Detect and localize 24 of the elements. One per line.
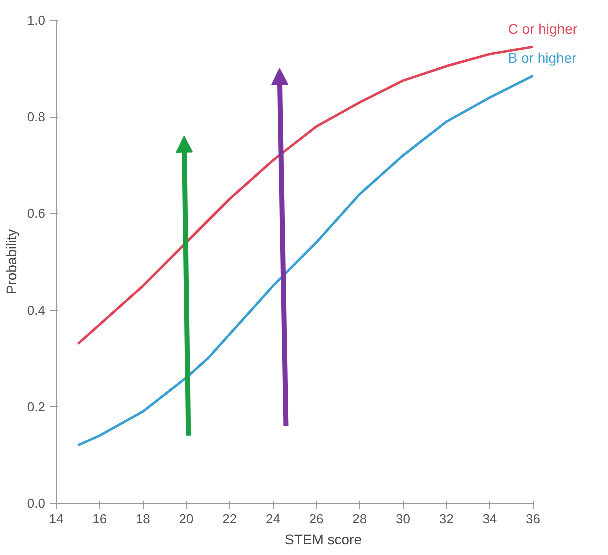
y-tick-label: 0.0 <box>27 496 46 511</box>
y-tick-label: 0.4 <box>27 302 46 318</box>
x-tick-label: 18 <box>136 512 150 526</box>
x-tick-label: 22 <box>222 512 238 526</box>
x-tick-label: 26 <box>309 512 324 526</box>
y-tick-label: 1.0 <box>27 13 46 28</box>
line-series <box>76 74 535 447</box>
x-tick-label: 20 <box>179 512 194 526</box>
x-axis-title: STEM score <box>284 532 362 548</box>
x-tick-label: 16 <box>92 512 108 526</box>
x-tick-label: 24 <box>266 512 280 526</box>
y-tick-label: 0.6 <box>27 206 46 222</box>
x-tick-label: 14 <box>49 512 64 526</box>
series-label: C or higher <box>508 21 578 38</box>
x-tick-label: 32 <box>439 512 454 526</box>
x-tick-label: 36 <box>526 512 541 526</box>
y-axis-title: Probability <box>3 229 20 295</box>
x-tick-label: 34 <box>482 512 498 526</box>
y-tick-label: 0.2 <box>27 399 46 414</box>
x-tick-label: 28 <box>352 512 368 526</box>
y-tick-label: 0.8 <box>27 110 46 125</box>
line-series <box>76 46 535 346</box>
x-tick-label: 30 <box>396 512 410 526</box>
series-label: B or higher <box>508 50 578 66</box>
